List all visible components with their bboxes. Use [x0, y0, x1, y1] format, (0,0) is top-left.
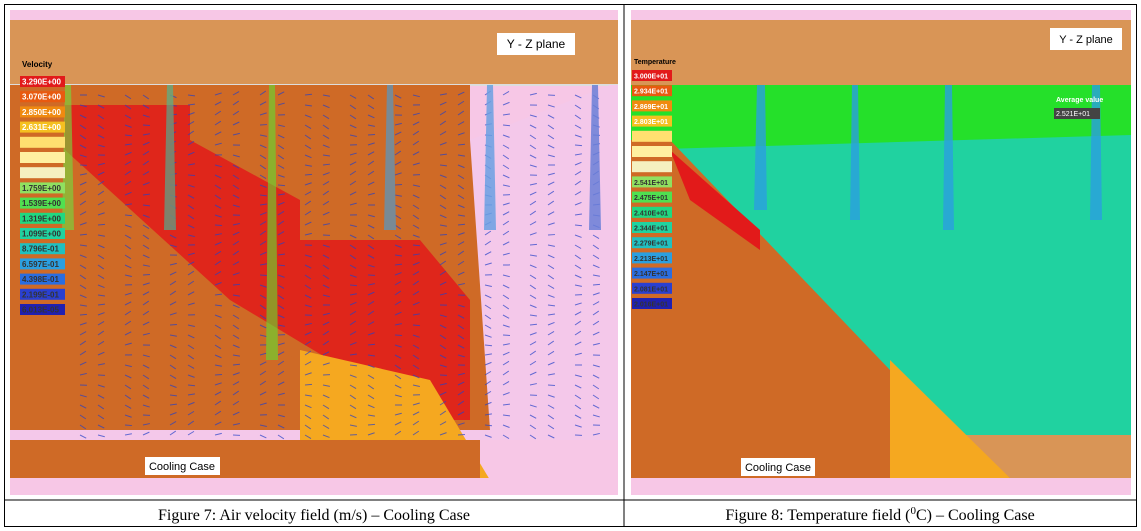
- flow-vector: [143, 125, 150, 126]
- legend-label: 2.344E+01: [634, 226, 668, 233]
- legend-swatch: [20, 137, 65, 148]
- legend-label: 1.099E+00: [22, 230, 61, 239]
- flow-vector: [485, 345, 492, 346]
- legend-label: 2.199E-01: [22, 290, 59, 299]
- legend-label: 2.869E+01: [634, 104, 668, 111]
- page: Y - Z plane Cooling Case Velocity 3.290E…: [0, 0, 1141, 531]
- legend-label: 2.850E+00: [22, 108, 61, 117]
- legend-label: 3.070E+00: [22, 93, 61, 102]
- legend-label: 2.081E+01: [634, 286, 668, 293]
- legend-label: 3.290E+00: [22, 78, 61, 87]
- flow-vector: [413, 325, 420, 326]
- flow-vector: [395, 184, 402, 185]
- legend-label: 1.319E+00: [22, 214, 61, 223]
- legend-label: 3.000E+01: [634, 74, 668, 81]
- legend-swatch: [632, 146, 672, 157]
- legend-label: 6.013E-05: [22, 306, 59, 315]
- flow-vector: [98, 224, 105, 225]
- flow-vector: [530, 244, 537, 245]
- flow-vector: [188, 175, 195, 176]
- legend-label: 2.279E+01: [634, 241, 668, 248]
- flow-vector: [368, 424, 375, 425]
- flow-vector: [305, 384, 312, 385]
- legend-label: 6.597E-01: [22, 260, 59, 269]
- case-label: Cooling Case: [149, 461, 215, 473]
- legend-swatch: [632, 131, 672, 142]
- legend-label: 2.631E+00: [22, 123, 61, 132]
- document: Y - Z plane Cooling Case Velocity 3.290E…: [0, 0, 1141, 531]
- flow-vector: [170, 324, 177, 325]
- flow-vector: [575, 145, 582, 146]
- flow-vector: [188, 385, 195, 386]
- flow-vector: [233, 284, 240, 285]
- case-label: Cooling Case: [745, 462, 811, 474]
- legend-title: Velocity: [22, 60, 53, 69]
- flow-vector: [125, 215, 132, 216]
- caption: Figure 8: Temperature field (0C) – Cooli…: [725, 505, 1034, 524]
- caption: Figure 7: Air velocity field (m/s) – Coo…: [158, 507, 470, 524]
- flow-vector: [80, 314, 87, 315]
- caption-text: Figure 8: Temperature field (: [725, 507, 910, 524]
- average-label: Average value: [1056, 97, 1103, 104]
- legend-label: 2.016E+01: [634, 302, 668, 309]
- velocity-figure: Y - Z plane Cooling Case Velocity 3.290E…: [10, 10, 618, 495]
- legend-label: 2.803E+01: [634, 119, 668, 126]
- legend-swatch: [20, 152, 65, 163]
- flow-vector: [305, 174, 312, 175]
- flow-vector: [260, 275, 267, 276]
- base: [10, 440, 480, 478]
- flow-vector: [278, 185, 285, 186]
- flow-vector: [350, 285, 357, 286]
- flow-vector: [458, 434, 465, 435]
- plane-label: Y - Z plane: [507, 37, 566, 51]
- legend-label: 8.796E-01: [22, 245, 59, 254]
- flow-vector: [215, 374, 222, 375]
- legend-swatch: [632, 161, 672, 172]
- flow-vector: [593, 284, 600, 285]
- legend-label: 2.410E+01: [634, 210, 668, 217]
- frame-bottom: [10, 478, 618, 495]
- temperature-figure: Y - Z plane Average value 2.521E+01 Cool…: [631, 10, 1131, 495]
- flow-vector: [485, 425, 492, 426]
- caption-text: C) – Cooling Case: [916, 507, 1035, 524]
- legend-label: 2.934E+01: [634, 89, 668, 96]
- flow-vector: [458, 144, 465, 145]
- legend-label: 4.398E-01: [22, 275, 59, 284]
- legend-title: Temperature: [634, 59, 676, 66]
- legend-label: 1.759E+00: [22, 184, 61, 193]
- legend-swatch: [20, 167, 65, 178]
- plane-label: Y - Z plane: [1059, 34, 1113, 46]
- legend-label: 2.213E+01: [634, 256, 668, 263]
- legend-label: 2.147E+01: [634, 271, 668, 278]
- flow-vector: [125, 425, 132, 426]
- average-value: 2.521E+01: [1056, 111, 1090, 118]
- flow-vector: [458, 224, 465, 225]
- flow-vector: [548, 385, 555, 386]
- legend-label: 2.541E+01: [634, 180, 668, 187]
- legend-label: 1.539E+00: [22, 199, 61, 208]
- legend-label: 2.475E+01: [634, 195, 668, 202]
